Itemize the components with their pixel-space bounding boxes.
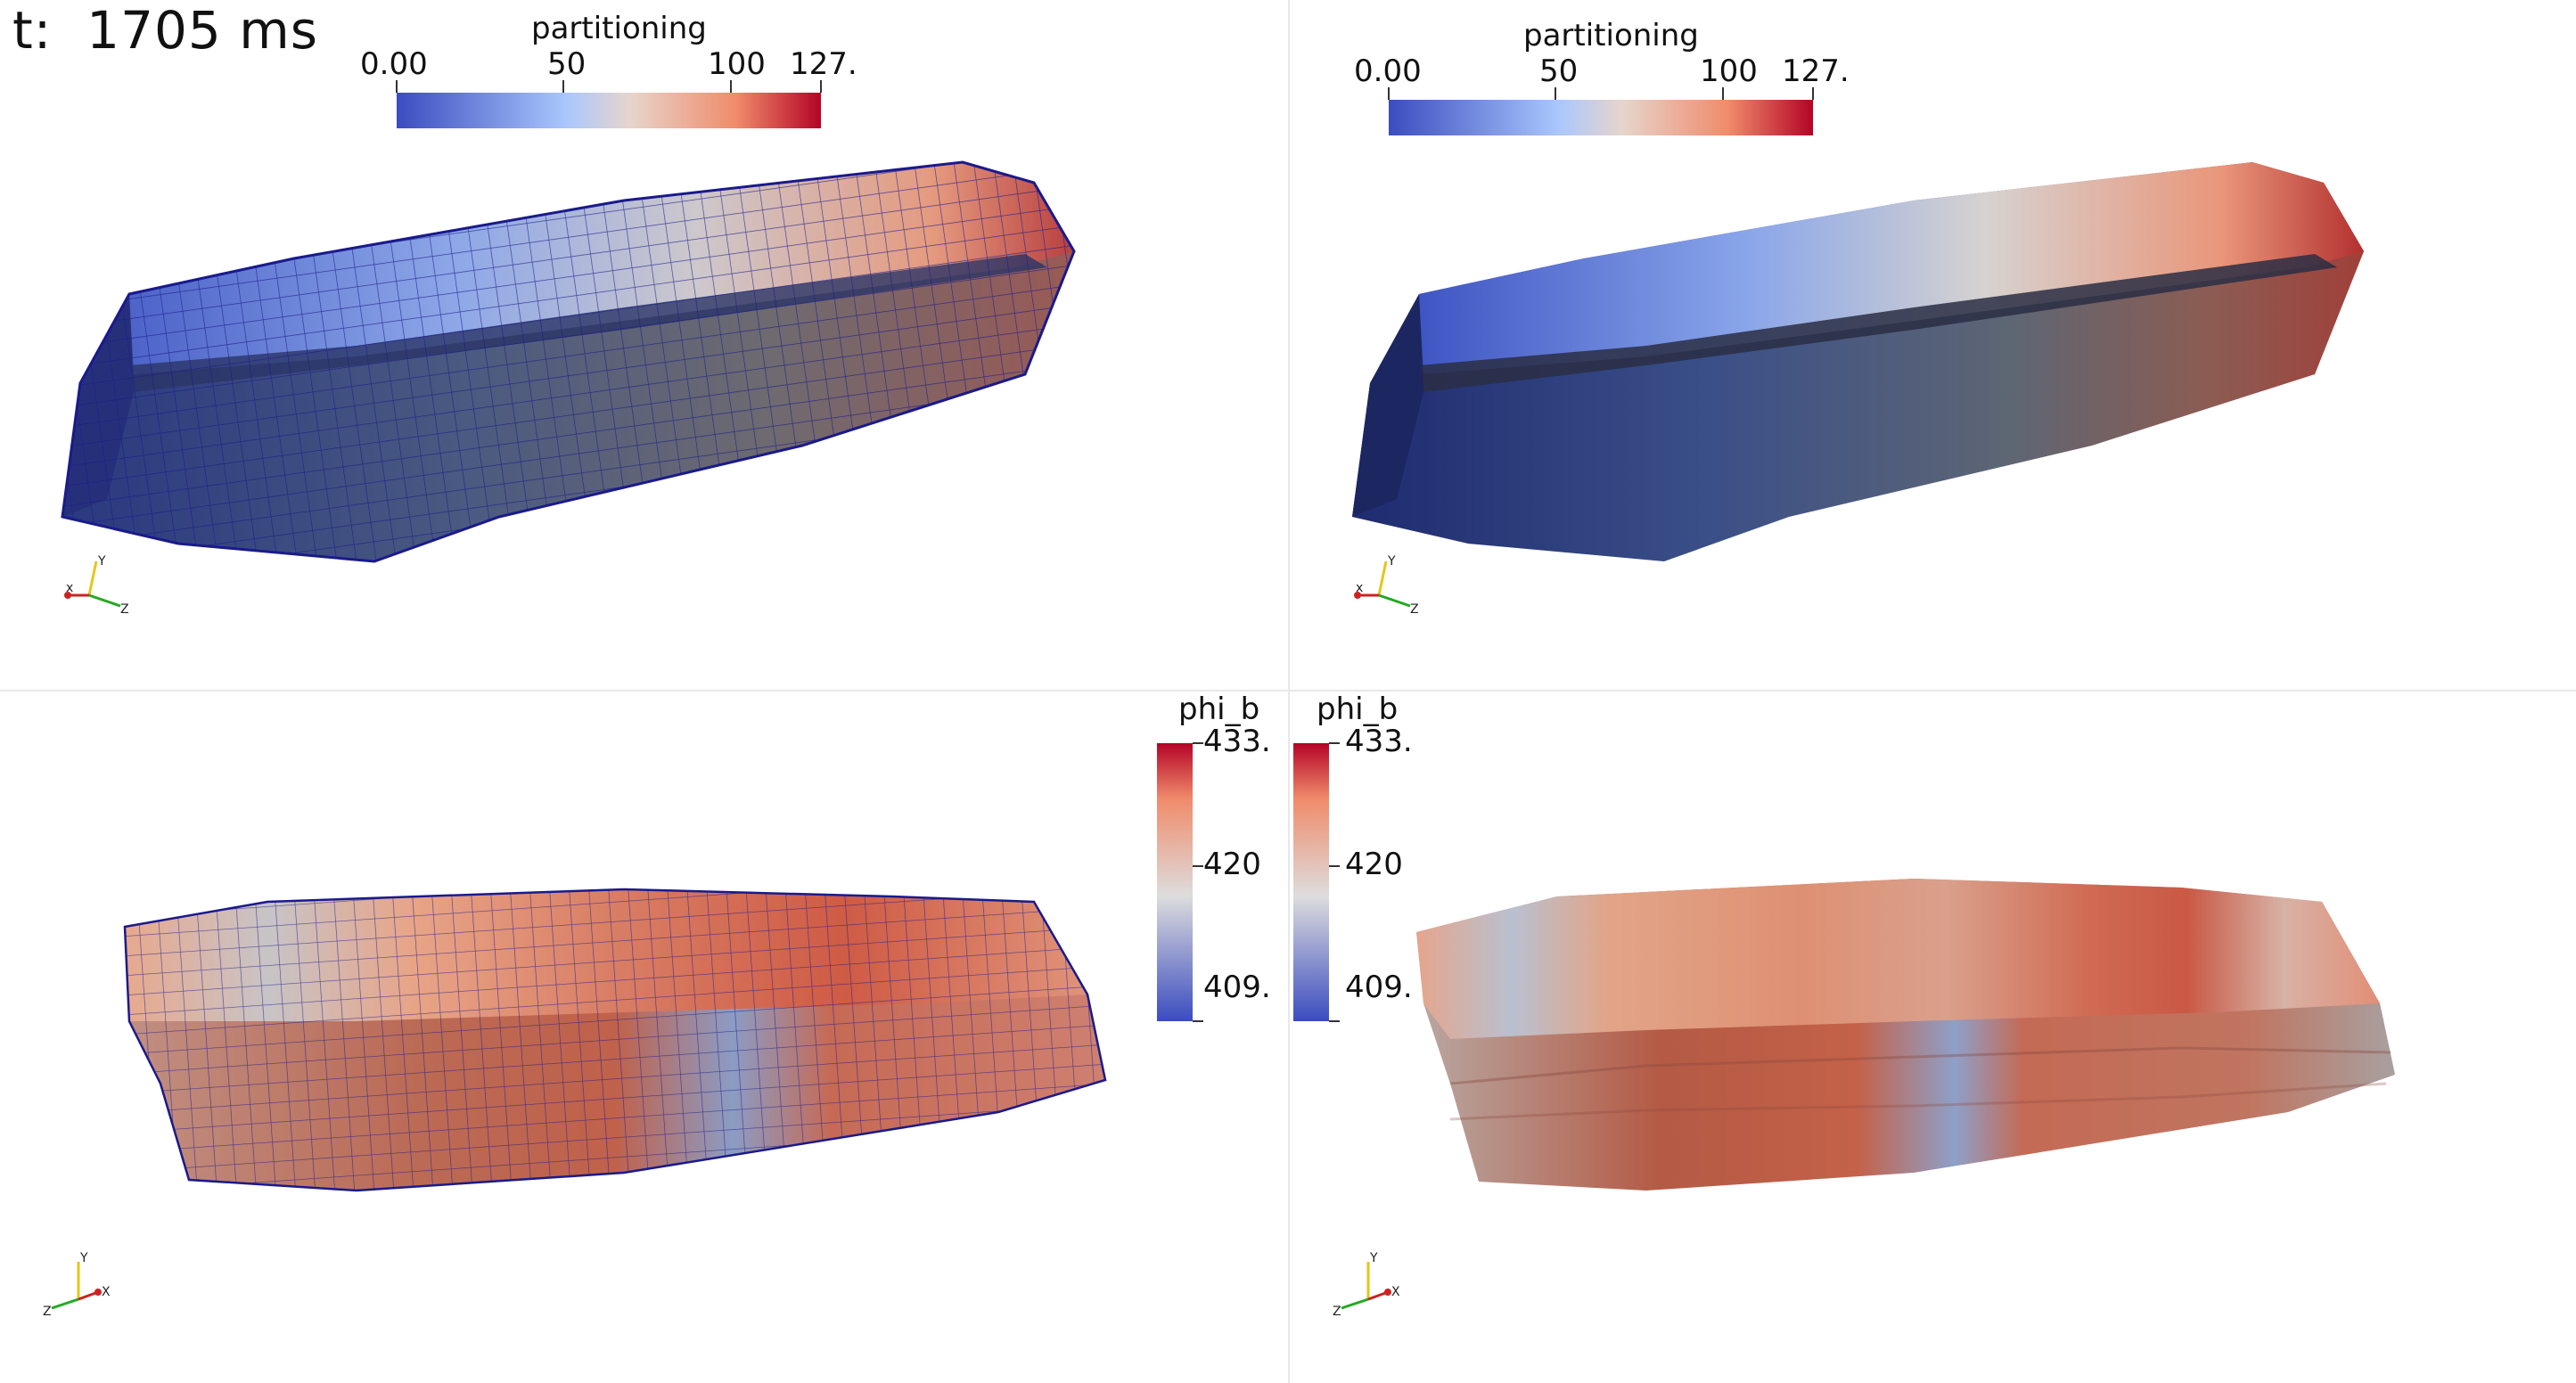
colorbar-tick-label: 127. bbox=[1782, 53, 1850, 89]
hull-mesh bbox=[123, 888, 1107, 1192]
svg-text:Z: Z bbox=[120, 602, 129, 617]
colorbar-partitioning bbox=[1388, 87, 1814, 135]
colorbar-tick-label: 433. bbox=[1203, 724, 1271, 759]
colorbar-partitioning bbox=[396, 80, 822, 128]
orientation-axes: Y Z x bbox=[64, 554, 129, 617]
svg-text:Z: Z bbox=[1410, 602, 1419, 617]
colorbar-tick-label: 0.00 bbox=[360, 46, 428, 82]
viewport-top-left[interactable]: t: 1705 ms partitioning 0.00 50 100 127. bbox=[0, 0, 1288, 690]
svg-text:X: X bbox=[1391, 1285, 1400, 1299]
svg-text:x: x bbox=[1356, 581, 1363, 595]
viewport-splitter-vertical[interactable] bbox=[1288, 0, 1290, 1383]
svg-text:Y: Y bbox=[1387, 554, 1396, 569]
viewport-splitter-horizontal[interactable] bbox=[0, 690, 2576, 692]
render-scene: Y Z x bbox=[61, 80, 1076, 617]
svg-text:Y: Y bbox=[97, 554, 106, 569]
colorbar-title: partitioning bbox=[1523, 18, 1699, 53]
svg-text:Y: Y bbox=[79, 1251, 88, 1265]
svg-text:x: x bbox=[66, 581, 73, 595]
svg-text:Z: Z bbox=[43, 1305, 52, 1319]
viewport-top-right[interactable]: partitioning 0.00 50 100 127. bbox=[1290, 0, 2576, 690]
hull-mesh bbox=[61, 160, 1076, 563]
colorbar-title: phi_b bbox=[1317, 692, 1399, 727]
colorbar-tick-label: 127. bbox=[790, 46, 857, 82]
orientation-axes: Y Z X bbox=[43, 1251, 111, 1319]
colorbar-tick-label: 100 bbox=[1700, 53, 1758, 89]
colorbar-tick-label: 50 bbox=[1539, 53, 1579, 89]
render-scene: Y Z X bbox=[43, 742, 1203, 1319]
colorbar-phi-b bbox=[1157, 742, 1203, 1022]
colorbar-title: partitioning bbox=[531, 11, 707, 46]
hull-surface bbox=[1416, 879, 2395, 1191]
colorbar-title: phi_b bbox=[1178, 692, 1260, 727]
viewport-bottom-left[interactable]: phi_b 433. 420 409. bbox=[0, 692, 1288, 1383]
colorbar-tick-label: 50 bbox=[547, 46, 587, 82]
colorbar-tick-label: 420 bbox=[1203, 847, 1261, 882]
svg-text:Z: Z bbox=[1333, 1305, 1341, 1319]
colorbar-phi-b bbox=[1293, 742, 1340, 1022]
render-scene: Y Z x bbox=[1352, 87, 2364, 617]
colorbar-tick-label: 433. bbox=[1345, 724, 1413, 759]
colorbar-tick-label: 420 bbox=[1345, 847, 1403, 882]
svg-text:X: X bbox=[102, 1285, 111, 1299]
colorbar-tick-label: 409. bbox=[1345, 970, 1413, 1005]
colorbar-tick-label: 409. bbox=[1203, 970, 1271, 1005]
hull-surface bbox=[1352, 162, 2364, 561]
orientation-axes: Y Z x bbox=[1354, 554, 1419, 617]
colorbar-tick-label: 100 bbox=[708, 46, 766, 82]
render-scene: Y Z X bbox=[1293, 742, 2395, 1319]
colorbar-tick-label: 0.00 bbox=[1354, 53, 1422, 89]
time-annotation: t: 1705 ms bbox=[12, 0, 318, 61]
viewport-bottom-right[interactable]: phi_b 433. 420 409. bbox=[1290, 692, 2576, 1383]
svg-text:Y: Y bbox=[1369, 1251, 1378, 1265]
orientation-axes: Y Z X bbox=[1333, 1251, 1400, 1319]
